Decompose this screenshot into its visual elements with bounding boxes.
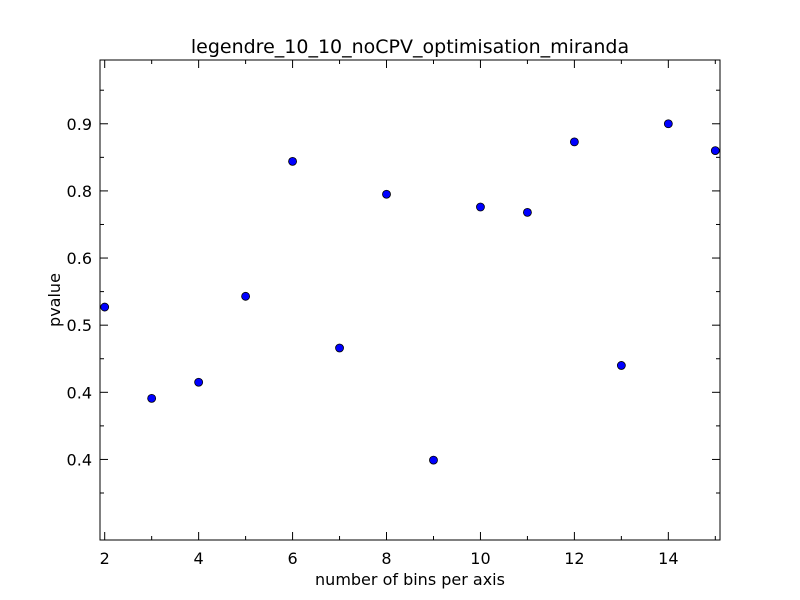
y-tick-label: 0.4 (67, 383, 92, 402)
data-point (147, 393, 157, 403)
data-point (710, 146, 720, 156)
x-tick-label: 4 (194, 549, 204, 568)
y-tick-label: 0.6 (67, 249, 92, 268)
y-tick-label: 0.9 (67, 115, 92, 134)
x-axis-label: number of bins per axis (315, 570, 505, 589)
data-point (569, 137, 579, 147)
x-tick-label: 10 (470, 549, 490, 568)
data-points (100, 119, 720, 465)
y-axis-label: pvalue (45, 273, 64, 327)
data-point (100, 302, 110, 312)
y-tick-label: 0.5 (67, 316, 92, 335)
x-tick-label: 6 (287, 549, 297, 568)
x-tick-label: 12 (564, 549, 584, 568)
x-tick-label: 2 (100, 549, 110, 568)
x-tick-label: 14 (658, 549, 678, 568)
data-point (288, 156, 297, 166)
data-point (616, 361, 626, 370)
data-point (194, 377, 204, 387)
chart-title: legendre_10_10_noCPV_optimisation_mirand… (191, 36, 629, 58)
data-point (429, 455, 438, 465)
data-point (523, 207, 532, 217)
data-point (335, 343, 344, 353)
y-axis: 0.4 0.4 0.5 0.6 0.8 0.9 (67, 89, 720, 494)
y-tick-label: 0.8 (67, 182, 92, 201)
plot-area (99, 59, 721, 541)
data-point (663, 119, 673, 129)
data-point (476, 202, 485, 212)
x-tick-label: 8 (381, 549, 391, 568)
data-point (241, 291, 251, 301)
x-axis: 2 4 6 8 10 12 14 (100, 60, 716, 568)
data-point (382, 189, 391, 199)
y-tick-label: 0.4 (67, 450, 92, 469)
